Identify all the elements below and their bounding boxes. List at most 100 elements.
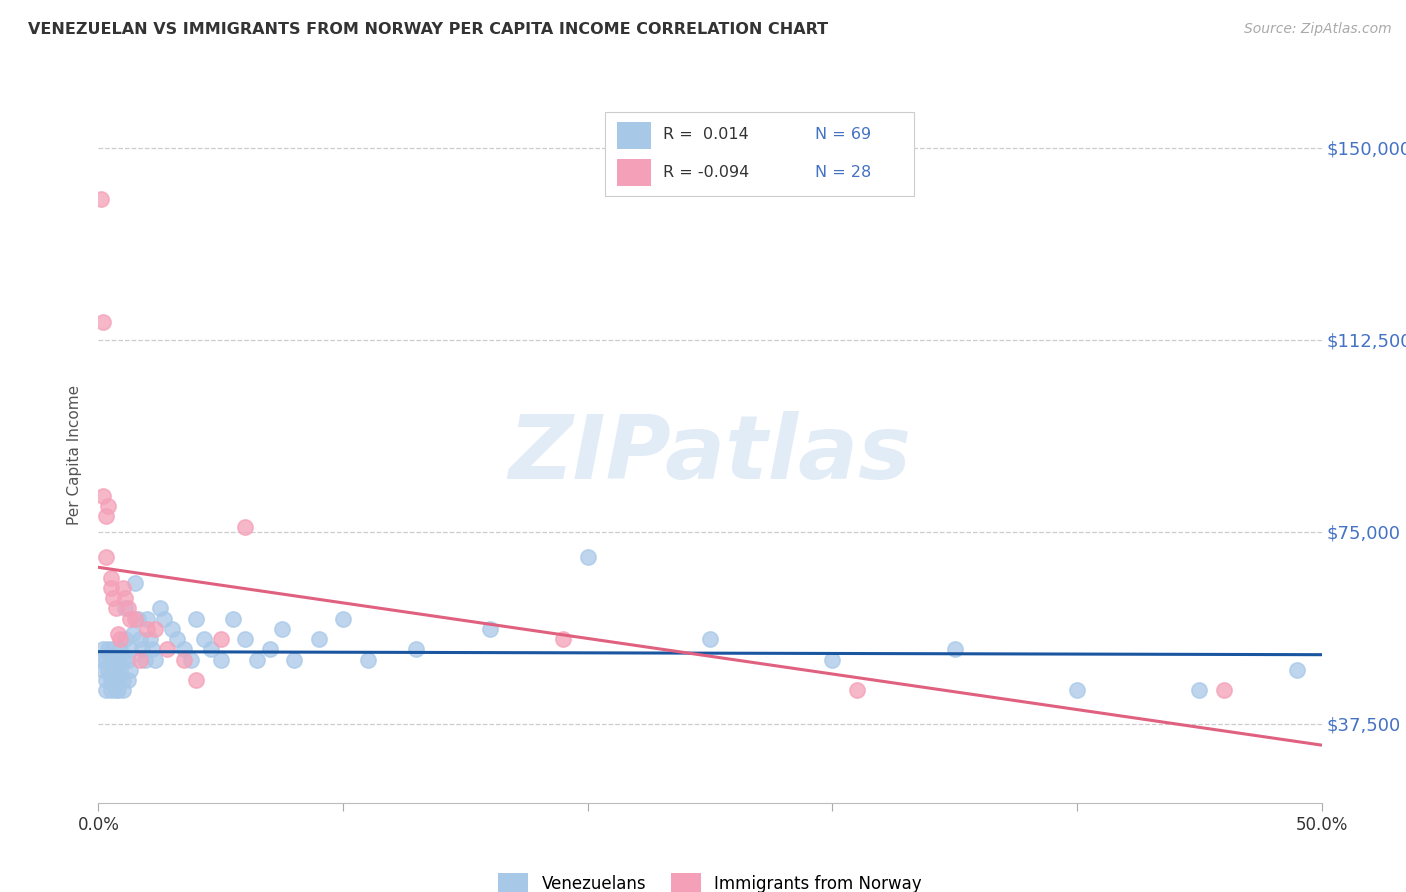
Point	[97, 499, 120, 513]
Point	[120, 642, 142, 657]
Point	[111, 683, 134, 698]
Point	[110, 642, 132, 657]
Point	[117, 673, 139, 687]
Point	[91, 315, 114, 329]
Point	[143, 622, 166, 636]
Point	[166, 632, 188, 646]
Point	[576, 550, 599, 565]
Point	[233, 632, 256, 646]
Point	[308, 632, 330, 646]
Point	[129, 632, 152, 646]
Point	[111, 581, 134, 595]
Point	[94, 550, 117, 565]
Point	[153, 612, 176, 626]
Point	[943, 642, 966, 657]
Point	[156, 642, 179, 657]
Point	[332, 612, 354, 626]
Point	[1188, 683, 1211, 698]
Point	[283, 652, 305, 666]
Point	[136, 612, 159, 626]
Point	[209, 652, 232, 666]
Point	[111, 652, 134, 666]
Point	[246, 652, 269, 666]
Point	[117, 601, 139, 615]
Point	[117, 652, 139, 666]
Text: ZIPatlas: ZIPatlas	[509, 411, 911, 499]
Point	[173, 652, 195, 666]
Point	[90, 652, 112, 666]
Point	[143, 652, 166, 666]
Text: R = -0.094: R = -0.094	[664, 165, 749, 179]
Point	[94, 683, 117, 698]
Point	[120, 612, 142, 626]
Point	[186, 612, 208, 626]
Point	[104, 663, 127, 677]
Point	[94, 509, 117, 524]
Point	[821, 652, 844, 666]
Point	[94, 652, 117, 666]
Point	[134, 652, 156, 666]
Point	[120, 663, 142, 677]
Point	[149, 601, 172, 615]
Point	[90, 192, 112, 206]
Point	[110, 632, 132, 646]
Point	[100, 652, 122, 666]
Point	[100, 683, 122, 698]
Point	[101, 591, 124, 606]
Point	[107, 627, 129, 641]
Point	[180, 652, 202, 666]
Point	[1066, 683, 1088, 698]
Text: N = 28: N = 28	[815, 165, 872, 179]
Point	[94, 673, 117, 687]
Point	[91, 489, 114, 503]
Point	[141, 642, 163, 657]
Point	[259, 642, 281, 657]
Point	[107, 652, 129, 666]
Point	[104, 601, 127, 615]
Point	[124, 575, 146, 590]
FancyBboxPatch shape	[605, 112, 914, 196]
Point	[553, 632, 575, 646]
Point	[114, 632, 136, 646]
Point	[104, 652, 127, 666]
Point	[139, 632, 162, 646]
Point	[173, 642, 195, 657]
Point	[101, 663, 124, 677]
Point	[131, 642, 153, 657]
Text: R =  0.014: R = 0.014	[664, 128, 749, 143]
Point	[1212, 683, 1234, 698]
Point	[114, 591, 136, 606]
Point	[121, 627, 143, 641]
Point	[270, 622, 294, 636]
Point	[100, 571, 122, 585]
Point	[97, 663, 120, 677]
Point	[699, 632, 721, 646]
Point	[1286, 663, 1309, 677]
Point	[200, 642, 222, 657]
Point	[136, 622, 159, 636]
Point	[110, 663, 132, 677]
Point	[114, 601, 136, 615]
Point	[101, 673, 124, 687]
Text: N = 69: N = 69	[815, 128, 872, 143]
FancyBboxPatch shape	[617, 159, 651, 186]
Point	[91, 642, 114, 657]
Point	[91, 663, 114, 677]
Text: Source: ZipAtlas.com: Source: ZipAtlas.com	[1244, 22, 1392, 37]
Point	[100, 581, 122, 595]
Point	[104, 683, 127, 698]
Point	[845, 683, 868, 698]
Point	[124, 612, 146, 626]
Point	[160, 622, 183, 636]
Point	[233, 519, 256, 533]
Text: VENEZUELAN VS IMMIGRANTS FROM NORWAY PER CAPITA INCOME CORRELATION CHART: VENEZUELAN VS IMMIGRANTS FROM NORWAY PER…	[28, 22, 828, 37]
Y-axis label: Per Capita Income: Per Capita Income	[67, 384, 83, 525]
Legend: Venezuelans, Immigrants from Norway: Venezuelans, Immigrants from Norway	[492, 867, 928, 892]
Point	[186, 673, 208, 687]
Point	[405, 642, 427, 657]
Point	[129, 652, 152, 666]
Point	[111, 673, 134, 687]
FancyBboxPatch shape	[617, 121, 651, 149]
Point	[193, 632, 215, 646]
Point	[101, 642, 124, 657]
